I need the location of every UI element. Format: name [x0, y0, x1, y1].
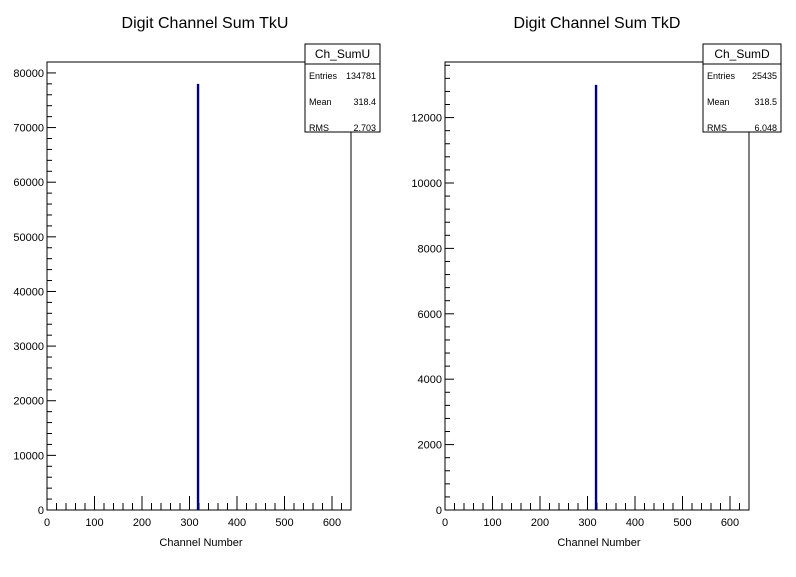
- stats-row-label: Mean: [707, 97, 730, 107]
- x-tick-label: 200: [531, 517, 549, 529]
- y-tick-label: 60000: [13, 177, 44, 189]
- x-tick-label: 100: [483, 517, 501, 529]
- y-tick-label: 70000: [13, 123, 44, 135]
- stats-row-value: 25435: [752, 71, 777, 81]
- chart-title: Digit Channel Sum TkD: [514, 15, 681, 32]
- chart-title: Digit Channel Sum TkU: [122, 15, 289, 32]
- chart-panel-2: Digit Channel Sum TkD 0 100 200 300 400 500 600…: [411, 15, 782, 549]
- x-axis-label: Channel Number: [557, 537, 640, 549]
- stats-row-label: Entries: [707, 71, 736, 81]
- stats-box: Ch_SumU Entries 134781 Mean 318.4 RMS 2.703: [304, 43, 381, 133]
- stats-row-value: 6.048: [754, 123, 777, 133]
- stats-row-value: 2.703: [353, 123, 376, 133]
- x-axis-label: Channel Number: [159, 537, 242, 549]
- x-tick-label: 600: [721, 517, 739, 529]
- y-tick-label: 6000: [418, 309, 442, 321]
- y-tick-label: 0: [38, 505, 44, 517]
- stats-box-title: Ch_SumD: [714, 47, 770, 61]
- x-tick-label: 500: [275, 517, 293, 529]
- y-tick-label: 2000: [418, 440, 442, 452]
- stats-row-value: 318.5: [754, 97, 777, 107]
- stats-row-label: RMS: [309, 123, 329, 133]
- x-tick-label: 500: [673, 517, 691, 529]
- y-tick-label: 8000: [418, 243, 442, 255]
- y-tick-label: 10000: [13, 450, 44, 462]
- chart-panel-1: Digit Channel Sum TkU 0 100 200 300 400 500 600…: [13, 15, 381, 549]
- y-tick-label: 40000: [13, 286, 44, 298]
- y-tick-label: 4000: [418, 374, 442, 386]
- y-tick-label: 80000: [13, 68, 44, 80]
- stats-box: Ch_SumD Entries 25435 Mean 318.5 RMS 6.048: [702, 43, 782, 133]
- stats-box-frame: [304, 43, 381, 133]
- x-tick-label: 0: [442, 517, 448, 529]
- stats-row-value: 134781: [346, 71, 376, 81]
- y-tick-label: 12000: [411, 113, 442, 125]
- x-tick-label: 600: [323, 517, 341, 529]
- x-tick-label: 300: [578, 517, 596, 529]
- stats-row-value: 318.4: [353, 97, 376, 107]
- x-tick-label: 0: [44, 517, 50, 529]
- y-tick-label: 30000: [13, 341, 44, 353]
- y-tick-label: 0: [436, 505, 442, 517]
- y-tick-label: 50000: [13, 232, 44, 244]
- x-tick-label: 100: [85, 517, 103, 529]
- stats-box-frame: [702, 43, 782, 133]
- stats-row-label: RMS: [707, 123, 727, 133]
- x-tick-label: 400: [626, 517, 644, 529]
- stats-box-title: Ch_SumU: [315, 47, 370, 61]
- x-tick-label: 400: [228, 517, 246, 529]
- stats-row-label: Entries: [309, 71, 338, 81]
- x-tick-label: 300: [180, 517, 198, 529]
- y-tick-label: 10000: [411, 178, 442, 190]
- stats-row-label: Mean: [309, 97, 332, 107]
- x-tick-label: 200: [133, 517, 151, 529]
- y-tick-label: 20000: [13, 396, 44, 408]
